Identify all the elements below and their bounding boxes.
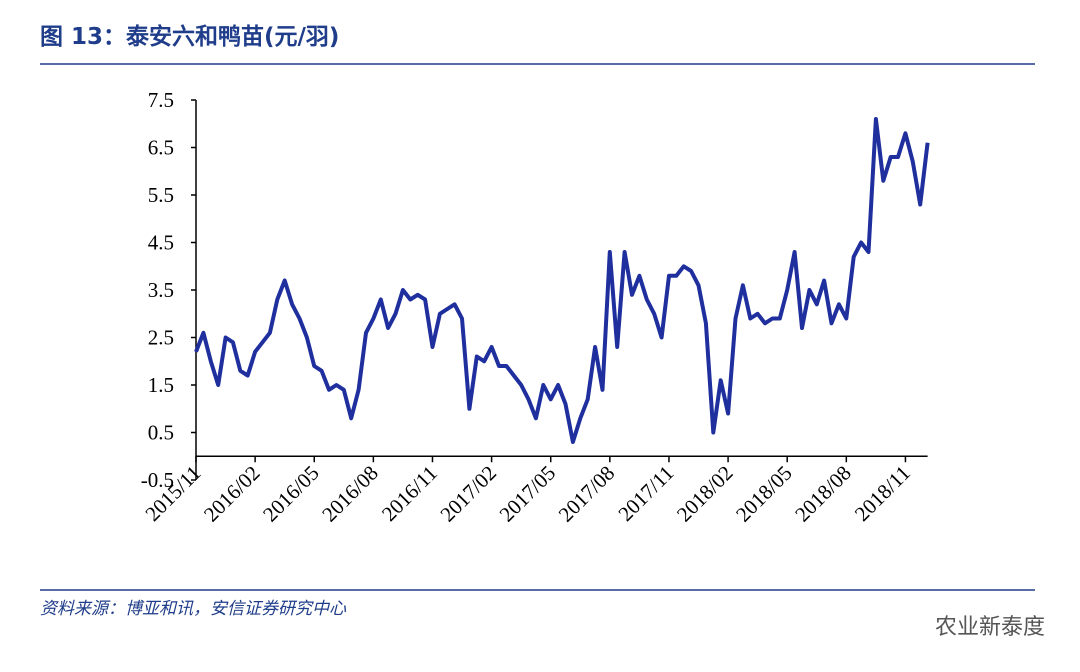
x-tick-label: 2018/08 xyxy=(790,461,856,527)
x-tick-label: 2016/05 xyxy=(258,461,324,527)
y-tick-label: 7.5 xyxy=(148,88,174,112)
y-tick-label: 3.5 xyxy=(148,278,174,302)
x-tick-label: 2018/02 xyxy=(672,461,738,527)
watermark: 农业新泰度 xyxy=(935,615,1045,640)
y-tick-label: 6.5 xyxy=(148,136,174,160)
y-tick-label: 0.5 xyxy=(148,421,174,445)
x-tick-label: 2018/11 xyxy=(850,461,915,526)
y-tick-label: 4.5 xyxy=(148,231,174,255)
chart-title: 图 13：泰安六和鸭苗(元/羽) xyxy=(40,23,339,50)
x-tick-label: 2017/08 xyxy=(554,461,620,527)
y-tick-label: 2.5 xyxy=(148,326,174,350)
x-tick-label: 2016/11 xyxy=(377,461,442,526)
y-tick-label: 5.5 xyxy=(148,183,174,207)
x-tick-label: 2017/11 xyxy=(613,461,678,526)
x-tick-label: 2016/02 xyxy=(199,461,265,527)
y-tick-label: 1.5 xyxy=(148,373,174,397)
x-tick-label: 2016/08 xyxy=(317,461,383,527)
x-tick-label: 2017/02 xyxy=(435,461,501,527)
y-tick-label: -0.5 xyxy=(141,468,174,492)
x-tick-label: 2017/05 xyxy=(495,461,561,527)
x-tick-label: 2018/05 xyxy=(731,461,797,527)
data-line xyxy=(194,117,930,444)
source-note: 资料来源：博亚和讯，安信证券研究中心 xyxy=(40,599,347,619)
